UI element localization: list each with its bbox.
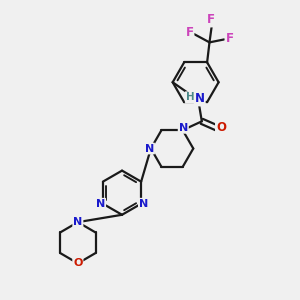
Text: H: H	[186, 92, 194, 102]
Text: N: N	[178, 123, 188, 133]
Text: O: O	[216, 121, 226, 134]
Text: N: N	[139, 199, 148, 209]
Text: F: F	[207, 14, 215, 26]
Text: N: N	[145, 143, 154, 154]
Text: N: N	[73, 217, 83, 227]
Text: O: O	[73, 258, 83, 268]
Text: F: F	[185, 26, 194, 39]
Text: N: N	[96, 199, 105, 209]
Text: F: F	[226, 32, 233, 45]
Text: N: N	[195, 92, 205, 106]
